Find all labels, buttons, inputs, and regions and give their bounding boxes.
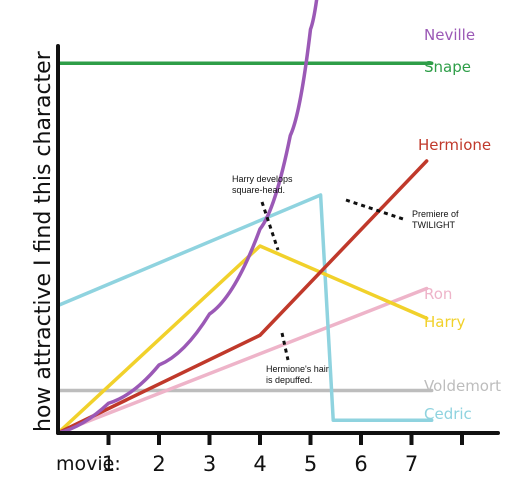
- annotation-3-line-1: Hermione's hair: [266, 364, 329, 374]
- series-label-cedric: Cedric: [424, 405, 472, 423]
- series-line-ron: [56, 286, 429, 435]
- annotation-2: Premiere of TWILIGHT: [412, 209, 459, 230]
- annotation-3: Hermione's hair is depuffed.: [266, 364, 329, 385]
- annotations: Harry develops square-head. Premiere of TWI…: [232, 174, 459, 385]
- series-line-cedric: [56, 193, 434, 422]
- series-line-hermione: [56, 159, 429, 435]
- annotation-2-line-2: TWILIGHT: [412, 220, 455, 230]
- series-label-voldemort: Voldemort: [424, 377, 501, 395]
- annotation-1-line-2: square-head.: [232, 185, 285, 195]
- x-tick-label-1: 1: [102, 452, 115, 476]
- series-labels: Neville Snape Hermione Ron Harry Voldemort Ced…: [418, 26, 501, 423]
- series-line-harry: [56, 244, 429, 435]
- annotation-1-line-1: Harry develops: [232, 174, 293, 184]
- series-line-neville: [56, 0, 319, 435]
- x-tick-label-7: 7: [405, 452, 418, 476]
- annotation-3-line-2: is depuffed.: [266, 375, 312, 385]
- x-tick-label-5: 5: [304, 452, 317, 476]
- x-tick-label-4: 4: [253, 452, 266, 476]
- series-label-neville: Neville: [424, 26, 475, 44]
- x-tick-label-6: 6: [354, 452, 367, 476]
- annotation-2-line-1: Premiere of: [412, 209, 459, 219]
- series-layer: [56, 0, 434, 435]
- x-tick-label-3: 3: [203, 452, 216, 476]
- series-label-ron: Ron: [424, 285, 452, 303]
- annotation-leader-2: [345, 198, 407, 222]
- x-tick-label-2: 2: [152, 452, 165, 476]
- ticks-layer: 1 2 3 4 5 6 7: [102, 431, 464, 476]
- series-label-hermione: Hermione: [418, 136, 491, 154]
- x-axis-label: movie:: [56, 453, 121, 475]
- series-label-harry: Harry: [424, 313, 466, 331]
- axes: [56, 44, 500, 435]
- annotation-leader-1: [260, 201, 280, 251]
- series-label-snape: Snape: [424, 58, 471, 76]
- annotation-1: Harry develops square-head.: [232, 174, 293, 195]
- y-axis-label: how attractive I find this character: [31, 50, 56, 432]
